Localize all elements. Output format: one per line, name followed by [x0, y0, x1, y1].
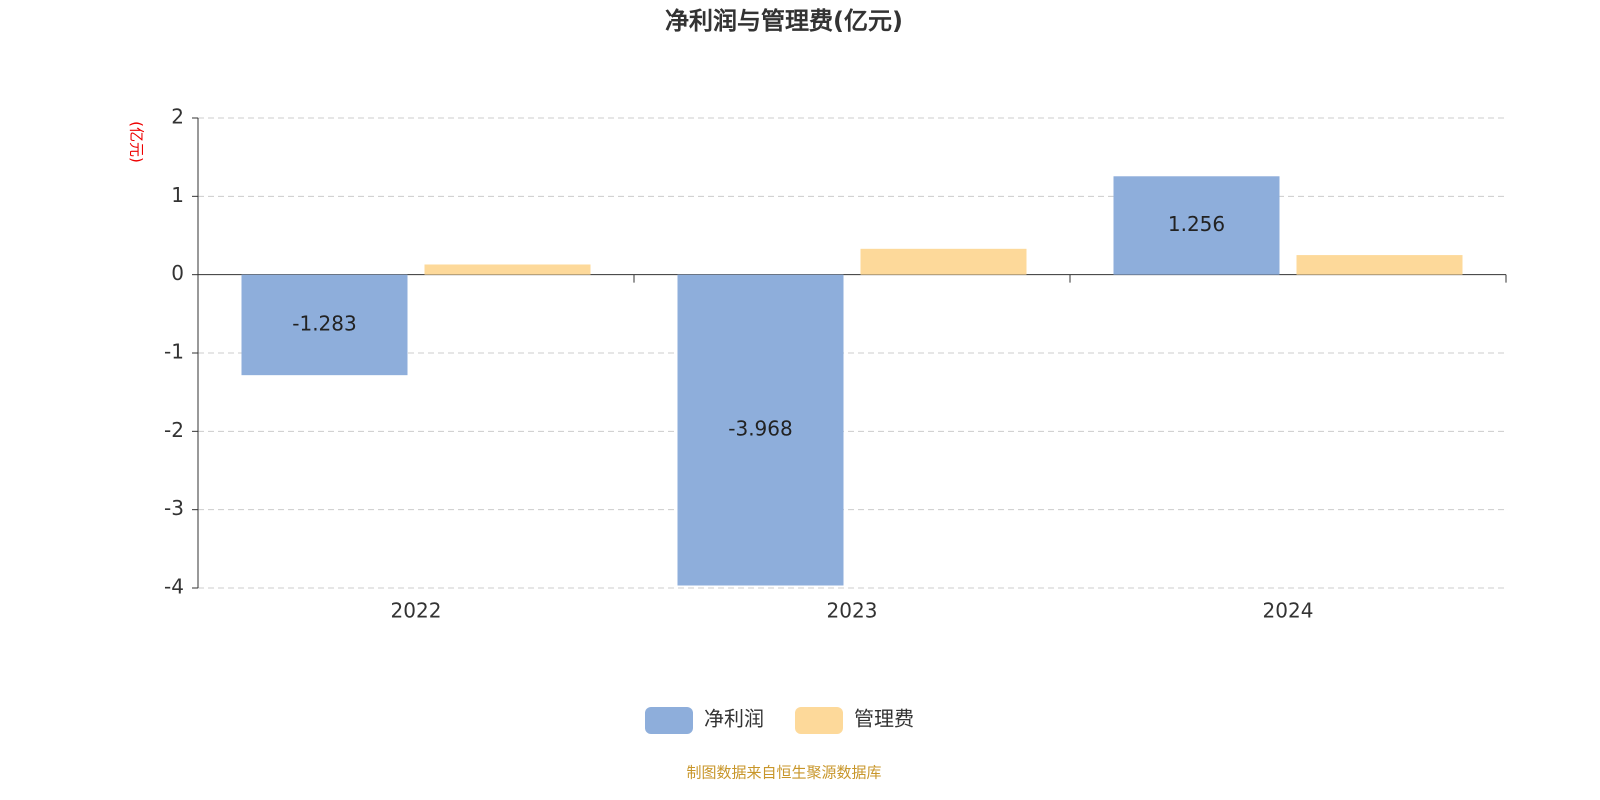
chart-title: 净利润与管理费(亿元) [665, 7, 903, 35]
x-tick-label: 2023 [827, 599, 878, 623]
y-tick-label: -3 [164, 496, 184, 520]
legend-swatch [795, 707, 843, 734]
x-tick-label: 2022 [391, 599, 442, 623]
bar [424, 264, 591, 275]
x-tick-label: 2024 [1263, 599, 1314, 623]
legend-swatch [645, 707, 693, 734]
y-tick-label: -2 [164, 418, 184, 442]
data-label: -3.968 [728, 417, 792, 441]
bar [860, 248, 1027, 275]
legend-label: 管理费 [854, 707, 914, 731]
data-label: 1.256 [1168, 212, 1225, 236]
y-tick-label: 2 [171, 105, 184, 129]
bar [1113, 176, 1280, 275]
data-label: -1.283 [292, 311, 356, 335]
y-tick-label: -1 [164, 340, 184, 364]
bar [241, 274, 408, 376]
y-tick-label: -4 [164, 575, 184, 599]
bar [1296, 255, 1463, 275]
y-tick-label: 1 [171, 183, 184, 207]
source-note: 制图数据来自恒生聚源数据库 [686, 764, 881, 782]
legend-label: 净利润 [704, 707, 764, 731]
y-axis-label: (亿元) [128, 121, 146, 163]
y-tick-label: 0 [171, 261, 184, 285]
bar [677, 274, 844, 586]
